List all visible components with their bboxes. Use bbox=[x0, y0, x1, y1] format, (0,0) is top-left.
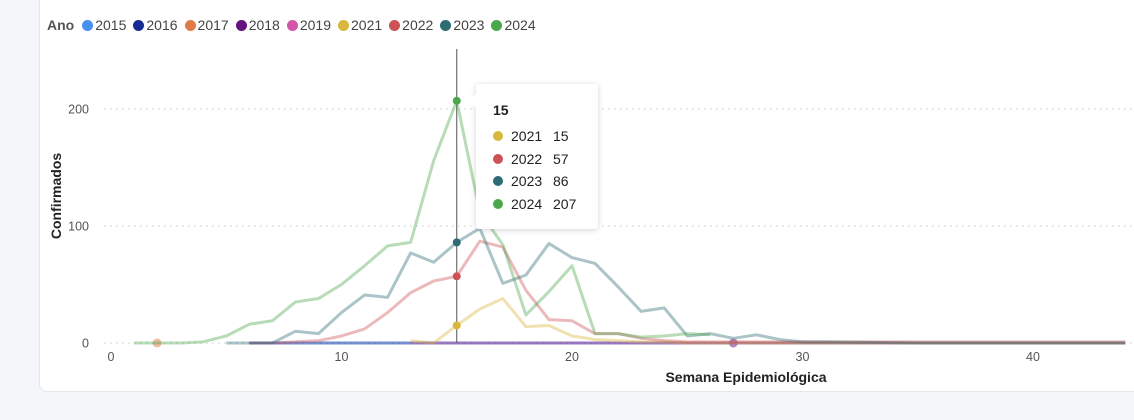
legend-dot-icon bbox=[491, 19, 503, 31]
legend-item-2023[interactable]: 2023 bbox=[440, 17, 484, 33]
legend-dot-icon bbox=[286, 19, 298, 31]
tooltip-year: 2024 bbox=[511, 195, 543, 212]
y-tick-label: 0 bbox=[82, 337, 89, 351]
tooltip: 15 2021 15 2022 57 2023 86 2024 207 bbox=[469, 84, 598, 229]
series-line-2023[interactable] bbox=[226, 226, 1126, 345]
legend-item-2022[interactable]: 2022 bbox=[389, 17, 433, 33]
legend-dot-icon bbox=[235, 19, 247, 31]
series-dot-icon bbox=[493, 198, 503, 209]
tooltip-value: 86 bbox=[553, 173, 569, 190]
series-lines bbox=[134, 99, 1126, 348]
legend-dot-icon bbox=[440, 19, 452, 31]
gridlines bbox=[104, 108, 1134, 344]
tooltip-value: 57 bbox=[553, 150, 569, 167]
series-dot-icon bbox=[493, 131, 503, 142]
tooltip-title: 15 bbox=[493, 102, 509, 118]
hover-marker-2024 bbox=[452, 96, 461, 105]
x-axis-ticks: 0 10 20 30 40 bbox=[108, 350, 1040, 364]
hover-marker-2023 bbox=[452, 238, 461, 247]
y-tick-label: 200 bbox=[68, 103, 89, 117]
legend-label: 2022 bbox=[402, 17, 434, 33]
hover-marker-2022 bbox=[452, 272, 461, 281]
tooltip-row-2022: 2022 57 bbox=[493, 148, 598, 171]
tooltip-year: 2023 bbox=[511, 173, 543, 190]
legend-label: 2021 bbox=[351, 17, 383, 33]
tooltip-value: 207 bbox=[553, 195, 577, 212]
series-line-2022[interactable] bbox=[249, 239, 1126, 345]
y-axis-ticks: 0 100 200 bbox=[68, 103, 89, 351]
legend-dot-icon bbox=[389, 19, 401, 31]
legend-label: 2016 bbox=[146, 17, 178, 33]
legend-item-2016[interactable]: 2016 bbox=[133, 17, 178, 33]
x-tick-label: 0 bbox=[108, 350, 115, 364]
legend-label: 2019 bbox=[299, 17, 331, 33]
legend-title: Ano bbox=[47, 17, 75, 33]
legend-label: 2024 bbox=[504, 17, 536, 33]
legend-item-2017[interactable]: 2017 bbox=[184, 17, 229, 33]
legend-items: 2015 2016 2017 2018 2019 2021 2022 2023 2024 bbox=[82, 17, 542, 33]
legend-item-2024[interactable]: 2024 bbox=[491, 17, 536, 33]
x-tick-label: 40 bbox=[1026, 350, 1040, 364]
x-tick-label: 10 bbox=[335, 350, 349, 364]
tooltip-row-2023: 2023 86 bbox=[493, 170, 598, 193]
legend-dot-icon bbox=[133, 19, 145, 31]
series-dot-icon bbox=[493, 176, 503, 187]
x-tick-label: 20 bbox=[565, 350, 579, 364]
series-point-2017[interactable] bbox=[152, 338, 162, 348]
hover-markers bbox=[452, 96, 461, 330]
tooltip-value: 15 bbox=[553, 128, 569, 145]
legend-dot-icon bbox=[82, 19, 94, 31]
legend-label: 2017 bbox=[197, 17, 229, 33]
x-axis-label: Semana Epidemiológica bbox=[665, 369, 826, 385]
tooltip-year: 2021 bbox=[511, 128, 543, 145]
legend-label: 2018 bbox=[248, 17, 280, 33]
y-axis-label: Confirmados bbox=[48, 153, 64, 240]
series-line-2024[interactable] bbox=[134, 99, 711, 345]
tooltip-year: 2022 bbox=[511, 150, 543, 167]
legend-item-2015[interactable]: 2015 bbox=[82, 17, 126, 33]
series-dot-icon bbox=[493, 153, 503, 164]
legend-item-2021[interactable]: 2021 bbox=[338, 17, 382, 33]
series-point-2018[interactable] bbox=[728, 338, 738, 348]
legend-item-2018[interactable]: 2018 bbox=[235, 17, 280, 33]
y-tick-label: 100 bbox=[68, 220, 89, 234]
series-line-2021[interactable] bbox=[410, 297, 1126, 345]
legend: Ano 2015 2016 2017 2018 2019 2021 2022 2023 2024 bbox=[47, 16, 543, 34]
tooltip-row-2021: 2021 15 bbox=[493, 125, 598, 148]
legend-item-2019[interactable]: 2019 bbox=[286, 17, 331, 33]
legend-label: 2023 bbox=[453, 17, 485, 33]
legend-dot-icon bbox=[338, 19, 349, 31]
legend-dot-icon bbox=[184, 19, 196, 31]
x-tick-label: 30 bbox=[796, 350, 810, 364]
tooltip-row-2024: 2024 207 bbox=[493, 193, 598, 216]
legend-label: 2015 bbox=[95, 17, 127, 33]
hover-marker-2021 bbox=[452, 321, 461, 330]
